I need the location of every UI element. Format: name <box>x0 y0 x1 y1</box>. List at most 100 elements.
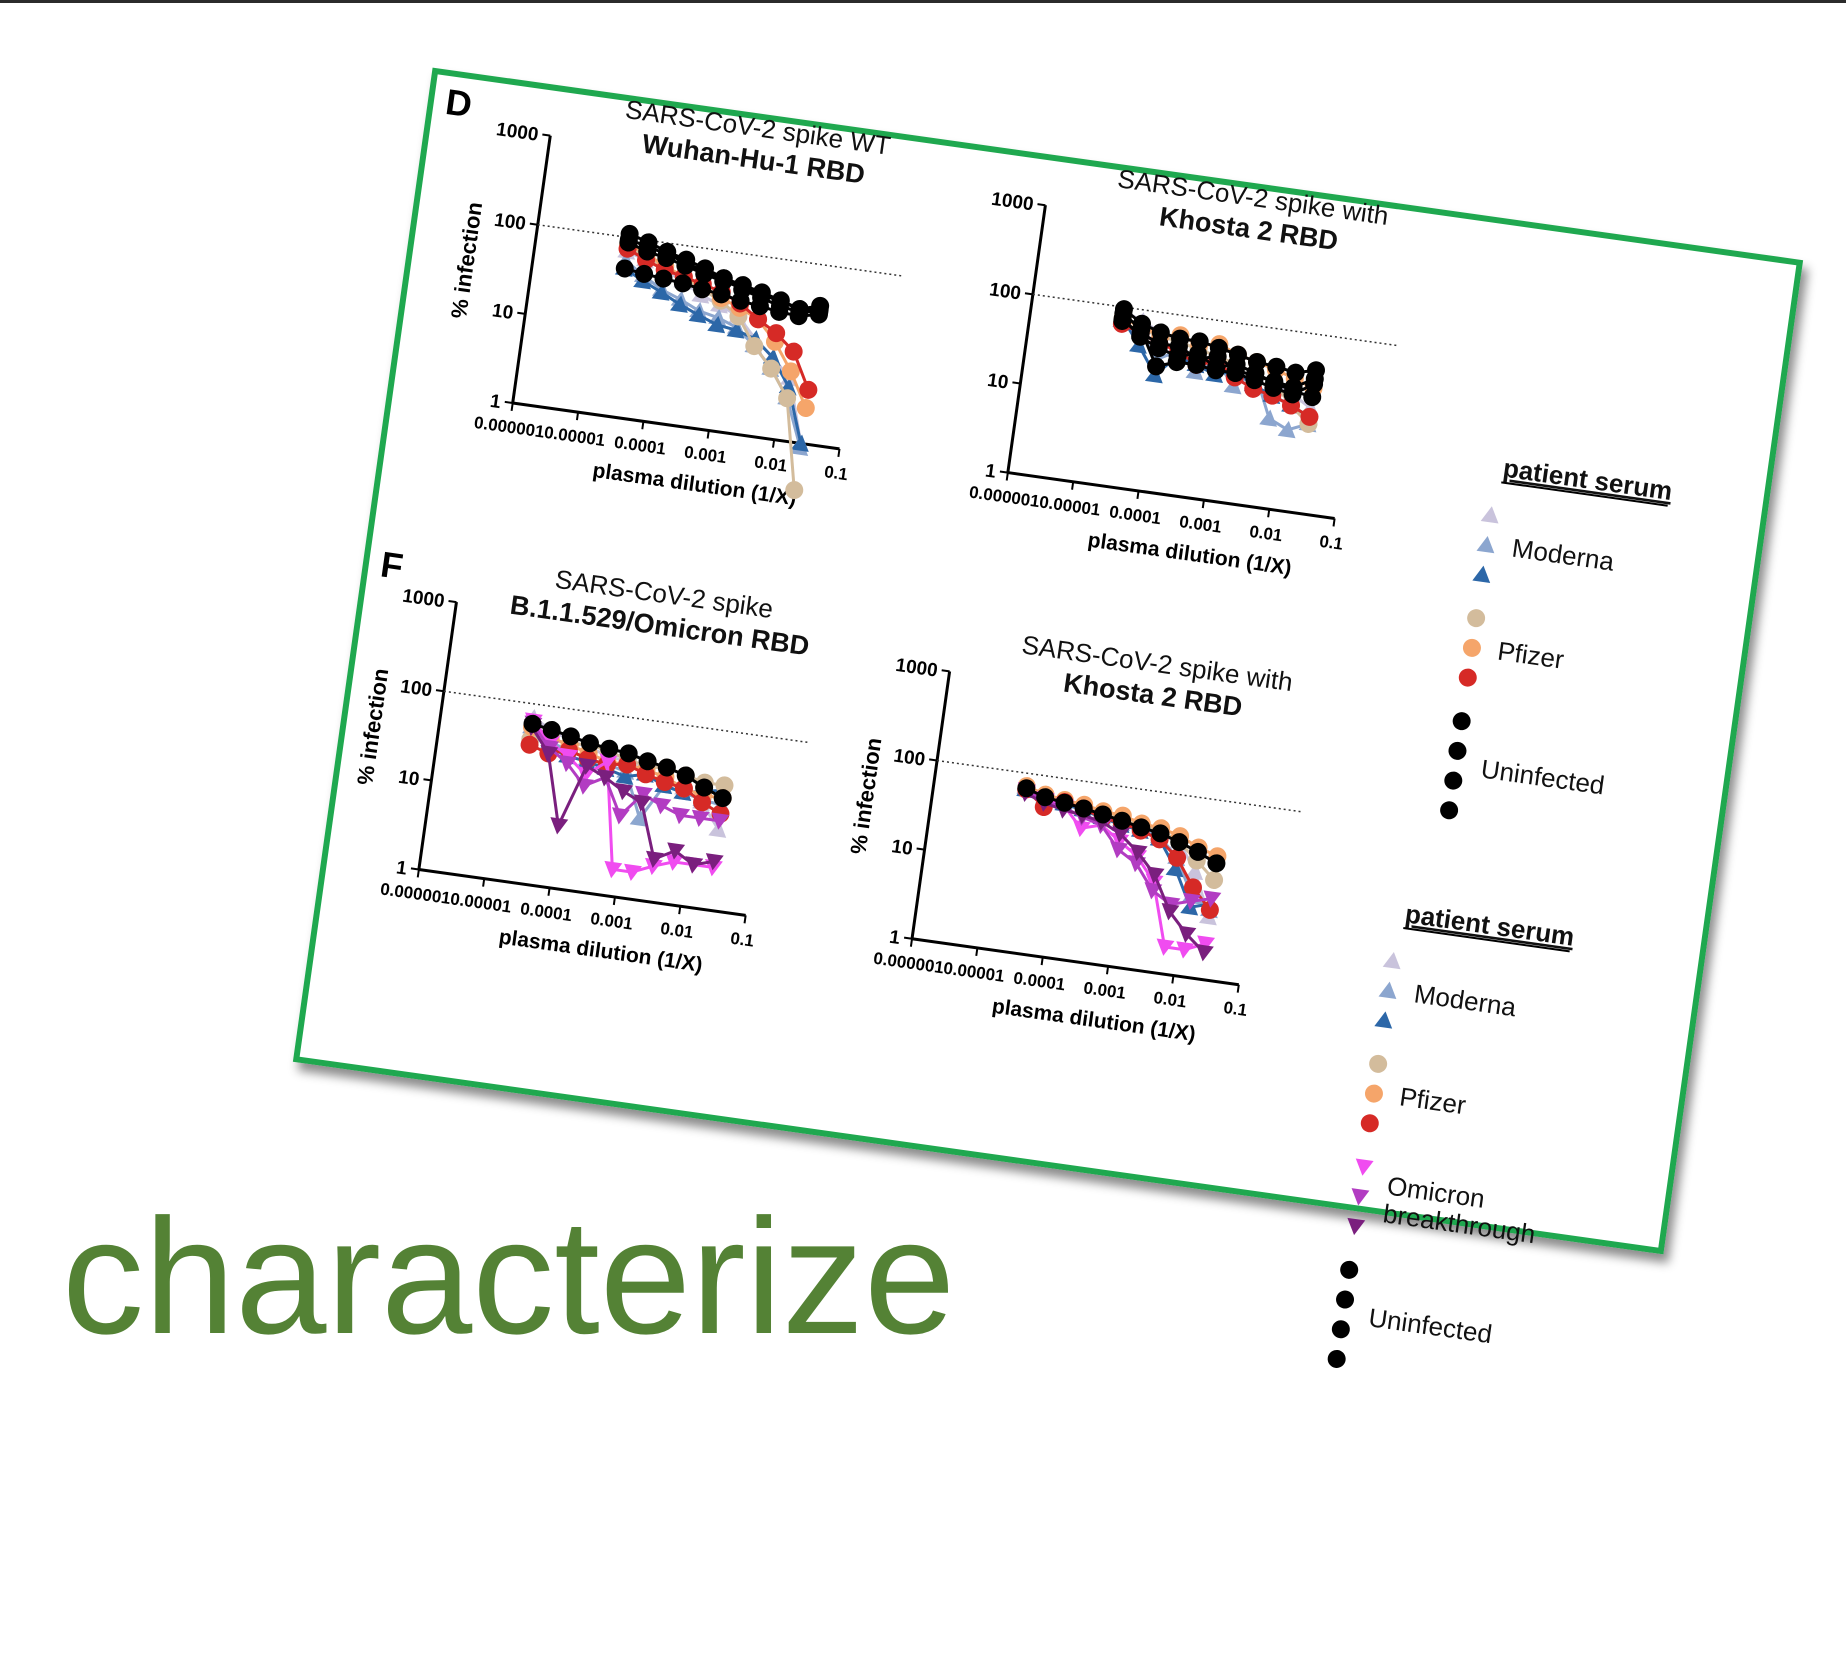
data-point <box>733 278 752 297</box>
data-point <box>1286 363 1305 382</box>
data-point <box>705 853 724 871</box>
data-point <box>676 256 695 275</box>
data-point <box>657 758 676 777</box>
data-point <box>1284 378 1303 397</box>
y-tick <box>1024 292 1034 296</box>
y-axis-line <box>511 135 552 404</box>
x-axis-line <box>512 401 840 451</box>
y-tick-label: 100 <box>988 279 1022 304</box>
data-point <box>654 269 673 288</box>
data-point <box>767 324 786 343</box>
x-tick-label: 0.001 <box>683 442 728 467</box>
data-point <box>635 785 653 803</box>
data-point <box>1110 841 1128 859</box>
panel-letter-D: D <box>443 81 474 125</box>
x-tick <box>1332 518 1336 527</box>
data-point <box>799 380 818 399</box>
data-point <box>685 856 704 874</box>
x-tick <box>909 938 914 947</box>
legend-1: patient serum Moderna Pfizer Uninfected <box>1440 453 1674 820</box>
data-point <box>693 280 712 299</box>
y-tick <box>903 936 913 940</box>
data-point <box>1183 878 1202 897</box>
data-point <box>778 389 797 408</box>
legend-marker <box>1476 535 1495 554</box>
x-axis-line <box>418 867 746 917</box>
legend-marker <box>1360 1114 1379 1133</box>
data-point <box>612 807 630 825</box>
y-axis-line <box>417 601 458 870</box>
data-point <box>1197 935 1216 953</box>
data-point <box>597 769 616 787</box>
data-point <box>1151 824 1170 843</box>
data-point <box>726 321 745 339</box>
x-tick-label: 0.001 <box>1082 978 1127 1003</box>
data-point <box>619 233 638 252</box>
x-tick-label: 0.0001 <box>1012 968 1066 994</box>
data-point <box>542 720 561 739</box>
x-tick <box>641 421 645 430</box>
data-point <box>1205 870 1224 889</box>
data-point <box>1188 842 1207 861</box>
legend-marker <box>1382 951 1401 970</box>
y-axis-line <box>1006 204 1047 473</box>
legend-marker <box>1355 1158 1374 1176</box>
data-point <box>695 264 714 283</box>
data-point <box>657 249 676 268</box>
reference-line <box>1032 293 1399 347</box>
legend-label: Pfizer <box>1496 636 1566 675</box>
data-point <box>673 274 692 293</box>
data-point <box>1303 388 1322 407</box>
data-point <box>638 752 657 771</box>
x-tick <box>743 915 747 924</box>
data-point <box>619 744 638 763</box>
data-point <box>790 300 809 319</box>
data-point <box>1112 825 1131 843</box>
x-tick <box>1267 509 1271 518</box>
data-point <box>1305 369 1324 388</box>
data-point <box>676 766 695 785</box>
data-point <box>651 283 670 301</box>
legend-title: patient serum <box>1501 453 1674 506</box>
legend-marker <box>1444 771 1463 790</box>
caption-word: characterize <box>62 1185 956 1368</box>
data-point <box>615 767 634 785</box>
y-axis-label: % infection <box>352 667 393 787</box>
data-point <box>1036 788 1055 807</box>
y-tick <box>941 669 950 673</box>
x-tick <box>510 402 514 412</box>
x-tick-label: 0.00001 <box>543 423 606 450</box>
reference-line <box>936 759 1304 813</box>
y-tick-label: 1 <box>489 391 503 413</box>
x-axis-line <box>1007 471 1335 520</box>
x-tick <box>1136 490 1140 500</box>
x-tick-label: 0.000001 <box>872 949 945 978</box>
x-tick-label: 0.01 <box>753 452 788 475</box>
data-point <box>1165 860 1184 878</box>
y-tick-label: 1000 <box>495 119 540 146</box>
data-point <box>1267 357 1286 376</box>
y-tick-label: 1 <box>395 857 409 879</box>
data-point <box>635 264 654 283</box>
data-point <box>600 739 619 758</box>
legend-marker <box>1327 1349 1346 1368</box>
data-point <box>624 863 642 881</box>
y-tick-label: 10 <box>491 300 515 324</box>
top-rule <box>0 0 1846 3</box>
y-tick-label: 10 <box>397 767 421 791</box>
reference-line <box>537 223 904 277</box>
data-point <box>559 754 578 773</box>
x-tick <box>612 896 616 906</box>
y-tick <box>999 470 1008 474</box>
data-point <box>1188 349 1207 368</box>
x-tick <box>1236 984 1240 993</box>
x-tick-label: 0.1 <box>729 929 755 951</box>
legend-marker <box>1364 1084 1383 1103</box>
y-tick <box>529 222 538 226</box>
y-tick <box>929 758 938 762</box>
data-point <box>1168 848 1187 867</box>
data-point <box>672 806 691 825</box>
data-point <box>1161 903 1180 921</box>
data-point <box>1017 779 1036 798</box>
legend-marker <box>1452 712 1471 731</box>
